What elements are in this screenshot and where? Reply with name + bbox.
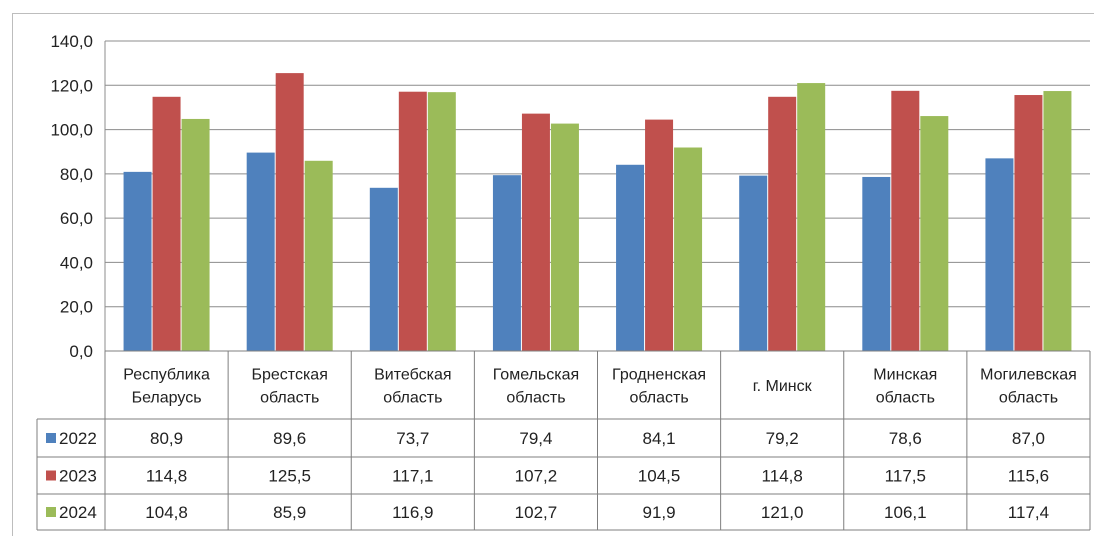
data-label: 79,2: [766, 429, 799, 448]
data-label: 87,0: [1012, 429, 1045, 448]
y-tick-label: 100,0: [50, 121, 93, 140]
legend-key-2023: [46, 470, 56, 481]
bar-2024: [304, 160, 333, 351]
bar-2023: [1014, 95, 1043, 352]
series-label: 2023: [59, 467, 97, 486]
data-label: 106,1: [884, 503, 927, 522]
y-tick-label: 60,0: [60, 209, 93, 228]
category-label: Могилевская: [980, 367, 1077, 384]
data-label: 85,9: [273, 503, 306, 522]
category-label: область: [383, 390, 442, 407]
bar-2023: [275, 73, 304, 351]
data-label: 73,7: [396, 429, 429, 448]
bar-2024: [674, 147, 703, 351]
bar-2023: [521, 113, 550, 351]
y-tick-label: 40,0: [60, 253, 93, 272]
bar-2024: [1043, 91, 1072, 352]
bar-2024: [550, 123, 579, 351]
chart-frame: [12, 13, 1094, 536]
bar-2022: [739, 175, 768, 351]
data-label: 114,8: [146, 467, 187, 486]
data-label: 79,4: [519, 429, 552, 448]
y-tick-label: 80,0: [60, 165, 93, 184]
data-label: 78,6: [889, 429, 922, 448]
data-label: 84,1: [643, 429, 676, 448]
data-label: 115,6: [1008, 467, 1049, 486]
legend-key-2022: [46, 433, 56, 443]
bar-2023: [891, 90, 920, 352]
bar-2022: [123, 171, 152, 351]
data-label: 104,8: [145, 503, 188, 522]
data-label: 114,8: [762, 467, 803, 486]
category-label: Минская: [873, 367, 937, 384]
category-label: область: [629, 390, 688, 407]
category-label: область: [876, 390, 935, 407]
category-label: г. Минск: [753, 378, 813, 395]
bar-2022: [862, 176, 891, 351]
data-label: 116,9: [392, 503, 433, 522]
category-label: область: [260, 390, 319, 407]
bar-2023: [398, 91, 427, 351]
bar-2023: [152, 96, 181, 351]
data-label: 91,9: [643, 503, 676, 522]
category-label: Гомельская: [493, 367, 579, 384]
data-label: 117,5: [885, 467, 926, 486]
category-label: Республика: [123, 367, 210, 384]
y-tick-label: 120,0: [50, 76, 93, 95]
bar-2022: [616, 164, 645, 351]
data-label: 107,2: [515, 467, 558, 486]
bar-2022: [985, 158, 1014, 351]
data-label: 121,0: [761, 503, 804, 522]
bar-2024: [427, 92, 456, 352]
category-label: Витебская: [374, 367, 451, 384]
category-label: Брестская: [252, 367, 328, 384]
y-tick-label: 140,0: [50, 32, 93, 51]
data-label: 117,4: [1008, 503, 1049, 522]
bar-2023: [768, 96, 797, 351]
data-label: 80,9: [150, 429, 183, 448]
bar-2024: [920, 116, 949, 351]
bar-2024: [181, 118, 210, 351]
bar-2022: [369, 187, 398, 351]
bar-2023: [645, 119, 674, 351]
y-tick-label: 20,0: [60, 298, 93, 317]
y-tick-label: 0,0: [69, 342, 93, 361]
category-label: Гродненская: [612, 367, 706, 384]
data-label: 104,5: [638, 467, 681, 486]
series-label: 2022: [59, 429, 97, 448]
bar-2022: [492, 175, 521, 351]
data-label: 89,6: [273, 429, 306, 448]
data-label: 117,1: [392, 467, 433, 486]
category-label: Беларусь: [132, 390, 202, 407]
category-label: область: [506, 390, 565, 407]
bar-2022: [246, 152, 275, 351]
series-label: 2024: [59, 503, 97, 522]
category-label: область: [999, 390, 1058, 407]
bar-2024: [797, 83, 826, 352]
legend-key-2024: [46, 507, 56, 517]
data-label: 125,5: [268, 467, 311, 486]
data-label: 102,7: [515, 503, 558, 522]
